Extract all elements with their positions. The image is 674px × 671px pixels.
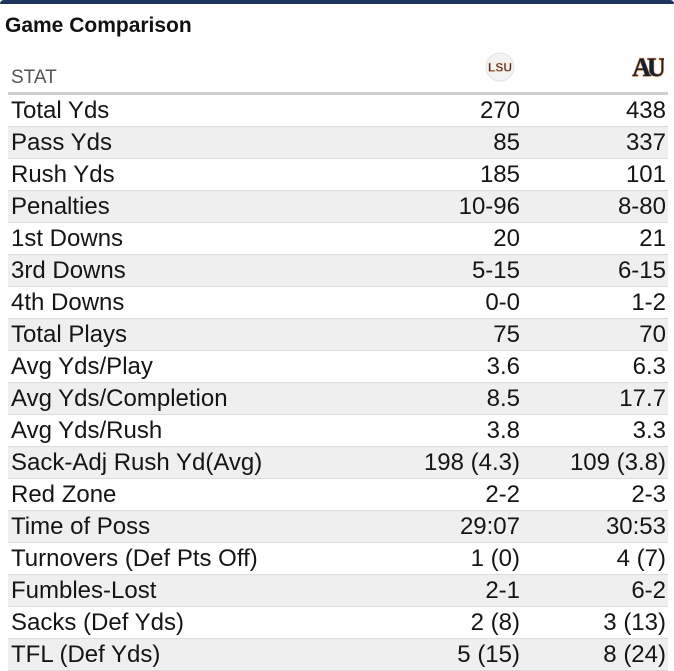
- team-a-value: 3.6: [408, 350, 522, 383]
- table-row: Pass Yds 85 337: [8, 126, 668, 159]
- team-a-value: 2-1: [408, 574, 522, 607]
- stat-label: Avg Yds/Rush: [8, 414, 408, 447]
- team-b-value: 6-15: [522, 254, 668, 287]
- widget-title: Game Comparison: [5, 14, 192, 37]
- team-b-value: 21: [522, 222, 668, 255]
- team-a-value: 1 (0): [408, 542, 522, 575]
- team-b-value: 1-2: [522, 286, 668, 319]
- table-row: Total Yds 270 438: [8, 93, 668, 127]
- team-a-value: 2-2: [408, 478, 522, 511]
- auburn-logo-icon: AU: [630, 50, 671, 87]
- stat-label: Pass Yds: [8, 126, 408, 159]
- team-b-value: 6-2: [522, 574, 668, 607]
- table-row: Avg Yds/Rush 3.8 3.3: [8, 414, 668, 447]
- team-a-value: 185: [408, 158, 522, 191]
- auburn-logo-text: AU: [632, 53, 664, 82]
- team-b-value: 337: [522, 126, 668, 159]
- team-a-value: 8.5: [408, 382, 522, 415]
- stat-label: 3rd Downs: [8, 254, 408, 287]
- stat-label: Red Zone: [8, 478, 408, 511]
- stat-label: 4th Downs: [8, 286, 408, 319]
- table-header-row: STAT LSU AU: [8, 50, 671, 95]
- team-b-header[interactable]: AU: [522, 50, 671, 95]
- table-row: Penalties 10-96 8-80: [8, 190, 668, 223]
- stat-label: Rush Yds: [8, 158, 408, 191]
- table-row: Avg Yds/Play 3.6 6.3: [8, 350, 668, 383]
- stat-label: Avg Yds/Play: [8, 350, 408, 383]
- table-row: Sack-Adj Rush Yd(Avg) 198 (4.3) 109 (3.8): [8, 446, 668, 479]
- comparison-table: STAT LSU AU: [8, 50, 671, 671]
- table-row: 1st Downs 20 21: [8, 222, 668, 255]
- team-a-value: 5-15: [408, 254, 522, 287]
- team-b-value: 101: [522, 158, 668, 191]
- table-row: 3rd Downs 5-15 6-15: [8, 254, 668, 287]
- team-a-value: 85: [408, 126, 522, 159]
- lsu-logo-text: LSU: [488, 61, 512, 75]
- table-body: Total Yds 270 438 Pass Yds 85 337 Rush Yds 185 1…: [8, 93, 668, 671]
- team-a-header[interactable]: LSU: [408, 50, 522, 95]
- team-a-value: 29:07: [408, 510, 522, 543]
- team-a-value: 75: [408, 318, 522, 351]
- team-b-value: 8 (24): [522, 638, 668, 671]
- stat-label: Sack-Adj Rush Yd(Avg): [8, 446, 408, 479]
- stat-label: Fumbles-Lost: [8, 574, 408, 607]
- team-b-value: 2-3: [522, 478, 668, 511]
- stat-column-header: STAT: [8, 50, 408, 95]
- stat-label: Time of Poss: [8, 510, 408, 543]
- team-b-value: 3 (13): [522, 606, 668, 639]
- table-row: Turnovers (Def Pts Off) 1 (0) 4 (7): [8, 542, 668, 575]
- team-a-value: 270: [408, 93, 522, 127]
- stat-label: Sacks (Def Yds): [8, 606, 408, 639]
- table-row: Rush Yds 185 101: [8, 158, 668, 191]
- team-b-value: 438: [522, 93, 668, 127]
- team-b-value: 3.3: [522, 414, 668, 447]
- team-b-value: 17.7: [522, 382, 668, 415]
- team-b-value: 109 (3.8): [522, 446, 668, 479]
- stat-label: Penalties: [8, 190, 408, 223]
- stat-label: Total Plays: [8, 318, 408, 351]
- table-row: Fumbles-Lost 2-1 6-2: [8, 574, 668, 607]
- stat-label: Avg Yds/Completion: [8, 382, 408, 415]
- table-row: Red Zone 2-2 2-3: [8, 478, 668, 511]
- team-a-value: 20: [408, 222, 522, 255]
- team-a-value: 2 (8): [408, 606, 522, 639]
- table-row: Avg Yds/Completion 8.5 17.7: [8, 382, 668, 415]
- table-row: 4th Downs 0-0 1-2: [8, 286, 668, 319]
- team-a-value: 0-0: [408, 286, 522, 319]
- team-b-value: 8-80: [522, 190, 668, 223]
- team-b-value: 4 (7): [522, 542, 668, 575]
- table-row: Total Plays 75 70: [8, 318, 668, 351]
- stat-label: TFL (Def Yds): [8, 638, 408, 671]
- stat-label: Turnovers (Def Pts Off): [8, 542, 408, 575]
- team-b-value: 30:53: [522, 510, 668, 543]
- lsu-logo-icon: LSU: [482, 52, 518, 87]
- team-a-value: 10-96: [408, 190, 522, 223]
- stat-label: Total Yds: [8, 93, 408, 127]
- team-b-value: 6.3: [522, 350, 668, 383]
- team-a-value: 198 (4.3): [408, 446, 522, 479]
- team-b-value: 70: [522, 318, 668, 351]
- stat-label: 1st Downs: [8, 222, 408, 255]
- table-row: Sacks (Def Yds) 2 (8) 3 (13): [8, 606, 668, 639]
- team-a-value: 3.8: [408, 414, 522, 447]
- table-row: Time of Poss 29:07 30:53: [8, 510, 668, 543]
